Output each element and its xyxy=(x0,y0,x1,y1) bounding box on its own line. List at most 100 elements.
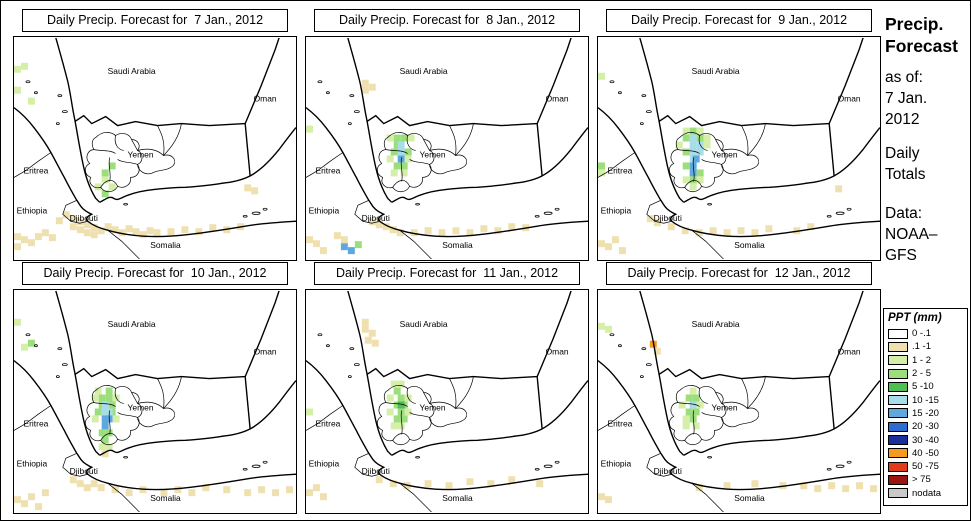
forecast-panel: Daily Precip. Forecast for 7 Jan., 2012 … xyxy=(13,9,297,261)
legend-swatch xyxy=(888,355,908,366)
legend-label: 5 -10 xyxy=(912,381,934,393)
text-line: 2012 xyxy=(885,111,920,128)
text-line: as of: xyxy=(885,69,923,86)
legend-entry: 1 - 2 xyxy=(888,354,964,367)
map-area: Saudi Arabia Oman Yemen Eritrea Ethiopia… xyxy=(305,36,589,261)
legend-label: .1 -1 xyxy=(912,341,932,353)
legend-entry: 20 -30 xyxy=(888,420,964,433)
legend-entry: 50 -75 xyxy=(888,460,964,473)
label-somalia: Somalia xyxy=(734,240,765,250)
legend-entry: 30 -40 xyxy=(888,433,964,446)
precip-patches xyxy=(598,322,878,504)
text-line: Data: xyxy=(885,205,923,222)
label-ethiopia: Ethiopia xyxy=(309,458,340,468)
forecast-map: Saudi Arabia Oman Yemen Eritrea Ethiopia… xyxy=(598,37,880,260)
legend-label: 1 - 2 xyxy=(912,354,932,366)
precip-patches xyxy=(14,62,259,251)
label-somalia: Somalia xyxy=(442,240,473,250)
label-yemen: Yemen xyxy=(420,402,446,412)
label-oman: Oman xyxy=(254,94,277,104)
text-line: Precip. xyxy=(885,14,944,34)
info-panel: Precip. Forecast as of: 7 Jan. 2012 Dail… xyxy=(885,1,970,520)
label-oman: Oman xyxy=(838,347,861,357)
legend-entry: 0 -.1 xyxy=(888,327,964,340)
label-eritrea: Eritrea xyxy=(23,418,48,428)
map-area: Saudi Arabia Oman Yemen Eritrea Ethiopia… xyxy=(597,36,881,261)
label-somalia: Somalia xyxy=(734,493,765,503)
label-oman: Oman xyxy=(838,94,861,104)
forecast-panel: Daily Precip. Forecast for 10 Jan., 2012… xyxy=(13,262,297,514)
legend-swatch xyxy=(888,368,908,379)
legend-swatch xyxy=(888,435,908,446)
label-saudi-arabia: Saudi Arabia xyxy=(400,319,448,329)
label-yemen: Yemen xyxy=(712,149,738,159)
forecast-map: Saudi Arabia Oman Yemen Eritrea Ethiopia… xyxy=(306,290,588,513)
map-area: Saudi Arabia Oman Yemen Eritrea Ethiopia… xyxy=(305,289,589,514)
legend-swatch xyxy=(888,408,908,419)
legend-entry: nodata xyxy=(888,487,964,500)
legend-swatch xyxy=(888,488,908,499)
forecast-panel: Daily Precip. Forecast for 8 Jan., 2012 … xyxy=(305,9,589,261)
legend-entry: 40 -50 xyxy=(888,447,964,460)
label-ethiopia: Ethiopia xyxy=(17,205,48,215)
label-djibouti: Djibouti xyxy=(654,466,682,476)
panel-title: Daily Precip. Forecast for 8 Jan., 2012 xyxy=(314,9,580,32)
label-djibouti: Djibouti xyxy=(362,466,390,476)
text-line: Forecast xyxy=(885,36,958,56)
legend-label: nodata xyxy=(912,487,942,499)
label-yemen: Yemen xyxy=(128,149,154,159)
info-asof: as of: 7 Jan. 2012 xyxy=(885,67,927,130)
label-djibouti: Djibouti xyxy=(654,213,682,223)
label-eritrea: Eritrea xyxy=(23,165,48,175)
label-yemen: Yemen xyxy=(128,402,154,412)
legend-label: 50 -75 xyxy=(912,461,939,473)
info-data-source: Data: NOAA– GFS xyxy=(885,203,938,266)
legend-swatch xyxy=(888,448,908,459)
forecast-panel: Daily Precip. Forecast for 12 Jan., 2012… xyxy=(597,262,881,514)
label-ethiopia: Ethiopia xyxy=(601,458,632,468)
legend-entry: 5 -10 xyxy=(888,380,964,393)
info-totals: Daily Totals xyxy=(885,143,926,185)
text-line: Daily xyxy=(885,145,920,162)
label-ethiopia: Ethiopia xyxy=(601,205,632,215)
label-djibouti: Djibouti xyxy=(362,213,390,223)
label-ethiopia: Ethiopia xyxy=(17,458,48,468)
legend-swatch xyxy=(888,474,908,485)
precip-patches xyxy=(598,72,843,255)
label-yemen: Yemen xyxy=(420,149,446,159)
panel-title: Daily Precip. Forecast for 7 Jan., 2012 xyxy=(22,9,288,32)
label-djibouti: Djibouti xyxy=(70,213,98,223)
label-ethiopia: Ethiopia xyxy=(309,205,340,215)
label-somalia: Somalia xyxy=(150,240,181,250)
panel-title: Daily Precip. Forecast for 11 Jan., 2012 xyxy=(314,262,580,285)
forecast-panel: Daily Precip. Forecast for 11 Jan., 2012… xyxy=(305,262,589,514)
legend-label: 20 -30 xyxy=(912,421,939,433)
legend-swatch xyxy=(888,421,908,432)
panel-title: Daily Precip. Forecast for 10 Jan., 2012 xyxy=(22,262,288,285)
label-saudi-arabia: Saudi Arabia xyxy=(108,319,156,329)
label-saudi-arabia: Saudi Arabia xyxy=(400,66,448,76)
forecast-map: Saudi Arabia Oman Yemen Eritrea Ethiopia… xyxy=(14,290,296,513)
legend-entry: > 75 xyxy=(888,473,964,486)
legend-swatch xyxy=(888,341,908,352)
legend-label: 15 -20 xyxy=(912,407,939,419)
legend-label: > 75 xyxy=(912,474,931,486)
legend-label: 30 -40 xyxy=(912,434,939,446)
label-oman: Oman xyxy=(546,347,569,357)
label-saudi-arabia: Saudi Arabia xyxy=(108,66,156,76)
text-line: 7 Jan. xyxy=(885,90,928,107)
label-oman: Oman xyxy=(546,94,569,104)
label-saudi-arabia: Saudi Arabia xyxy=(692,319,740,329)
legend-swatch xyxy=(888,381,908,392)
forecast-map: Saudi Arabia Oman Yemen Eritrea Ethiopia… xyxy=(14,37,296,260)
panel-title: Daily Precip. Forecast for 12 Jan., 2012 xyxy=(606,262,872,285)
label-saudi-arabia: Saudi Arabia xyxy=(692,66,740,76)
label-yemen: Yemen xyxy=(712,402,738,412)
text-line: GFS xyxy=(885,247,917,264)
forecast-map: Saudi Arabia Oman Yemen Eritrea Ethiopia… xyxy=(306,37,588,260)
legend-entry: 10 -15 xyxy=(888,393,964,406)
legend-label: 10 -15 xyxy=(912,394,939,406)
